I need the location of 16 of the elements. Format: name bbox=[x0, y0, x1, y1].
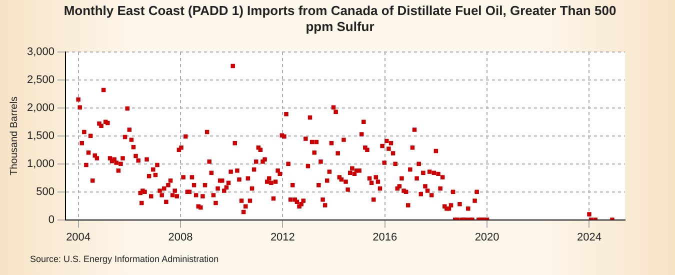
y-tick-label: 0 bbox=[48, 214, 55, 226]
x-tick-label: 2012 bbox=[270, 231, 295, 244]
chart-title: Monthly East Coast (PADD 1) Imports from Canada of Distillate Fuel Oil, Greater Than 500 ppm Sulfur bbox=[62, 3, 618, 35]
x-tick-label: 2020 bbox=[474, 231, 500, 244]
y-tick-label: 3,000 bbox=[26, 46, 55, 58]
y-tick-label: 500 bbox=[36, 186, 55, 198]
y-tick-label: 1,000 bbox=[26, 158, 55, 170]
x-tick-label: 2016 bbox=[372, 231, 398, 244]
x-tick-label: 2024 bbox=[576, 231, 602, 244]
x-tick-label: 2004 bbox=[66, 231, 91, 244]
y-axis-title: Thousand Barrels bbox=[8, 96, 20, 176]
y-tick-label: 1,500 bbox=[26, 130, 55, 142]
x-tick-label: 2008 bbox=[168, 231, 193, 244]
y-tick-label: 2,000 bbox=[26, 102, 55, 114]
y-tick-label: 2,500 bbox=[26, 74, 55, 86]
source-note: Source: U.S. Energy Information Administration bbox=[30, 254, 219, 264]
